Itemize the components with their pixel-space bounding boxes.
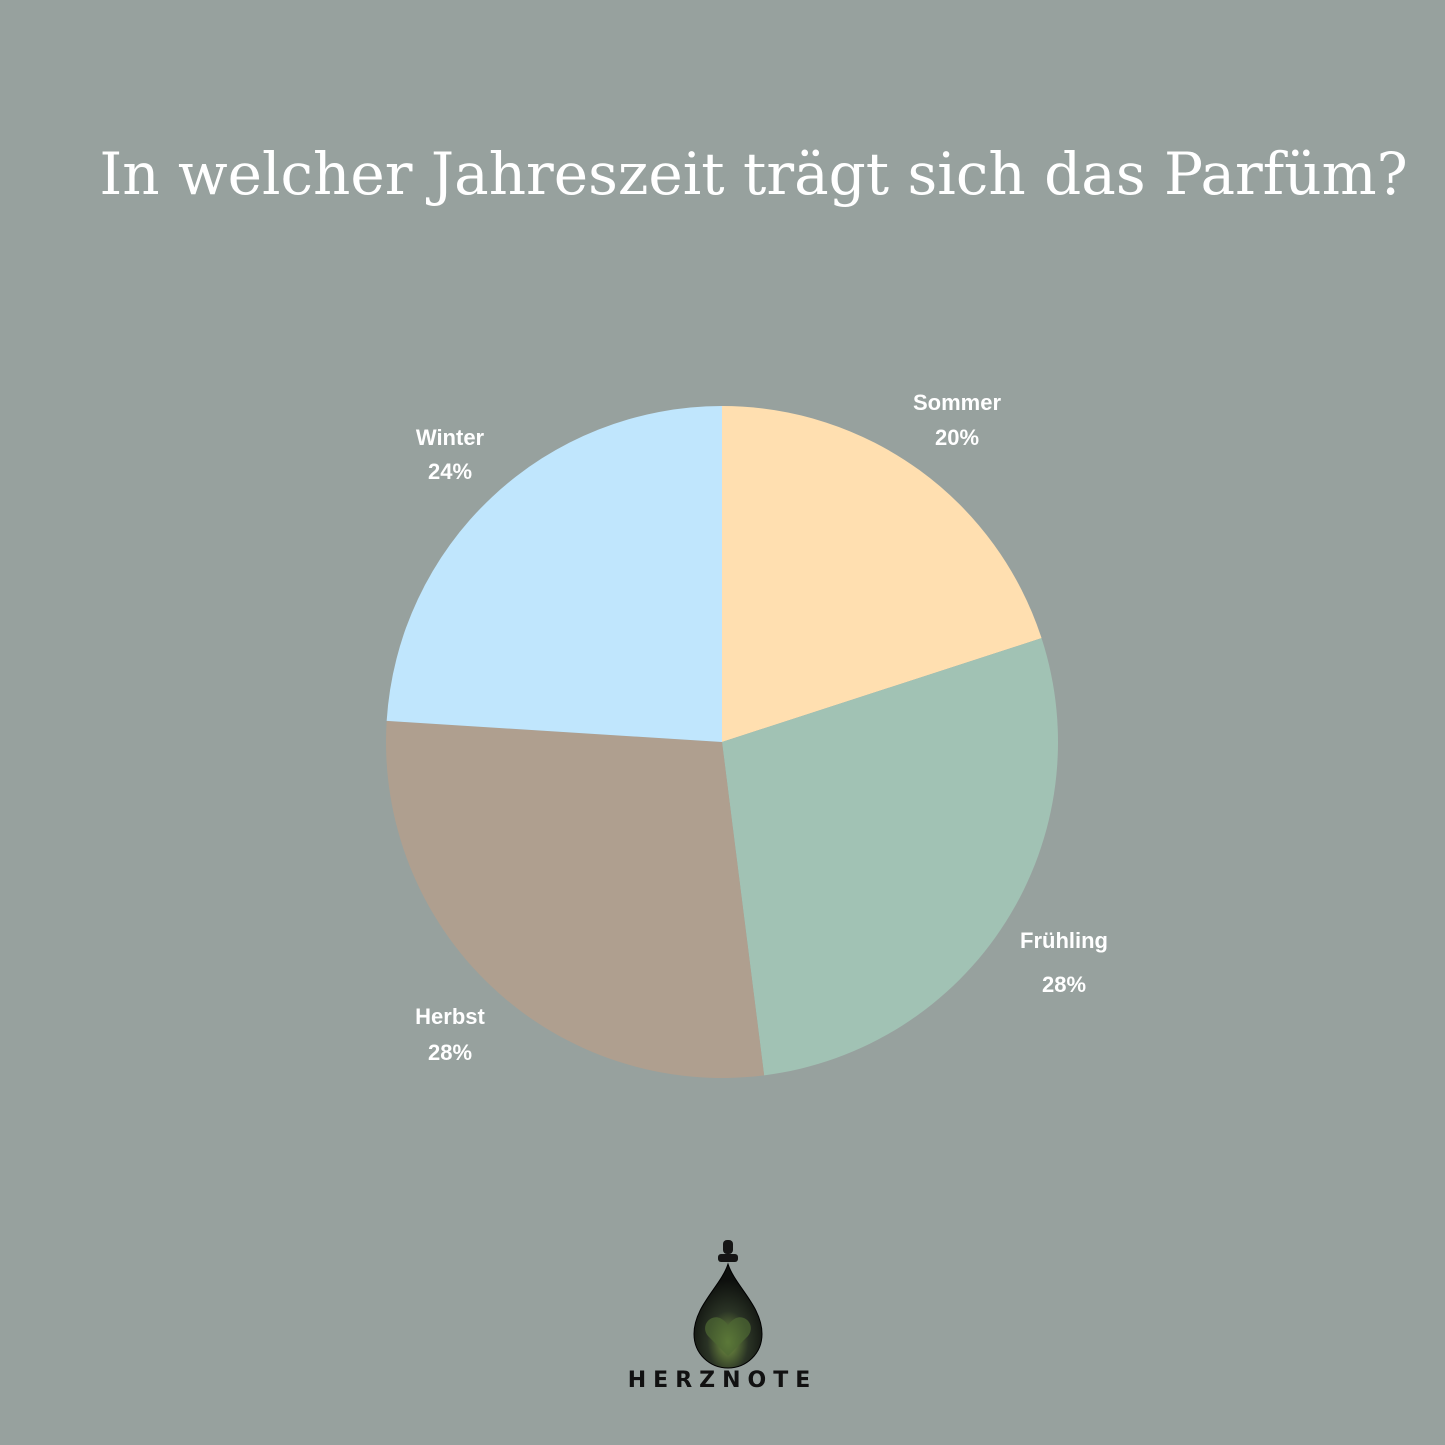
slice-value-label: 20%	[935, 425, 979, 450]
pie-slice-sommer	[722, 406, 1042, 742]
brand-name: HERZNOTE	[627, 1368, 818, 1393]
pie-slice-frühling	[722, 638, 1058, 1076]
slice-value-label: 28%	[1042, 972, 1086, 997]
slice-label: Frühling	[1020, 928, 1108, 953]
slice-value-label: 28%	[428, 1040, 472, 1065]
slice-label: Winter	[416, 425, 485, 450]
oil-drop-heart-icon	[693, 1240, 763, 1369]
pie-slice-herbst	[386, 720, 765, 1078]
chart-title: In welcher Jahreszeit trägt sich das Par…	[99, 140, 1408, 208]
slice-value-label: 24%	[428, 459, 472, 484]
slice-label: Sommer	[913, 390, 1001, 415]
pie-slice-winter	[386, 406, 722, 742]
slice-label: Herbst	[415, 1004, 485, 1029]
